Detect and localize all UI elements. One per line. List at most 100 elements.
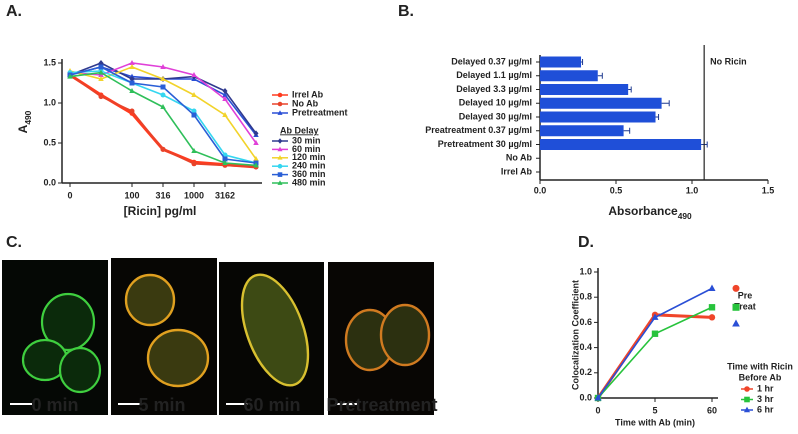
marker (222, 92, 228, 97)
legend-label: 120 min (292, 152, 326, 162)
marker (129, 88, 135, 93)
marker (191, 72, 197, 77)
marker (191, 92, 197, 97)
x-tick-label: 60 (707, 405, 717, 415)
error-bar (628, 86, 632, 93)
marker (191, 112, 197, 118)
marker (160, 64, 166, 69)
y-tick-label: Delayed 10 µg/ml (459, 98, 532, 108)
marker (277, 110, 283, 115)
legend-label: 60 min (292, 144, 321, 154)
error-bar (661, 100, 670, 107)
micrographs (2, 258, 434, 415)
y-tick-label: Delayed 30 µg/ml (459, 111, 532, 121)
error-bar (581, 59, 584, 65)
bar (540, 70, 598, 82)
x-tick-label: 1.5 (762, 185, 775, 195)
y-tick-label: 1.5 (43, 57, 56, 67)
y-tick-label: 0.0 (579, 392, 592, 402)
legend-label: 480 min (292, 177, 326, 187)
y-axis-title: A490 (16, 110, 33, 133)
x-axis-title: Time with Ab (min) (615, 417, 695, 427)
marker (191, 148, 197, 153)
marker (277, 146, 283, 152)
marker (253, 130, 259, 137)
panel-label: B. (398, 3, 414, 20)
marker (222, 112, 228, 117)
marker (708, 314, 716, 321)
marker (277, 101, 283, 107)
legend-label: 1 hr (757, 383, 774, 393)
series-line (596, 313, 713, 399)
marker (651, 313, 659, 320)
y-tick-label: 1.0 (43, 97, 56, 107)
legend-label: 6 hr (757, 404, 774, 414)
y-axis-title-sub: 490 (23, 110, 33, 124)
caption: 60 min (243, 395, 300, 415)
marker (651, 330, 659, 337)
marker (744, 396, 750, 403)
legend-label: 360 min (292, 169, 326, 179)
bar (540, 97, 662, 109)
marker (253, 162, 259, 168)
cells (21, 292, 102, 394)
caption: 0 min (31, 395, 78, 415)
y-axis-title: Colocalization Coefficient (570, 280, 580, 390)
x-tick-label: 1000 (184, 190, 204, 200)
x-axis-title: [Ricin] pg/ml (124, 204, 197, 218)
marker (129, 60, 135, 65)
x-tick-label: 5 (652, 405, 657, 415)
error-bar (597, 72, 603, 79)
marker (743, 406, 751, 413)
marker (708, 304, 716, 311)
marker (222, 88, 228, 94)
panel-label: C. (6, 234, 22, 251)
x-tick-label: 316 (155, 190, 170, 200)
reference-label: No Ricin (710, 56, 747, 66)
legend-label: 240 min (292, 161, 326, 171)
y-tick-label: Delayed 0.37 µg/ml (451, 56, 532, 66)
marker (732, 303, 740, 311)
y-axis-title-main: A (16, 124, 30, 133)
y-tick-label: Delayed 1.1 µg/ml (456, 70, 532, 80)
legend-title: Before Ab (739, 372, 782, 382)
marker (594, 394, 602, 401)
x-tick-label: 3162 (215, 190, 235, 200)
marker (191, 161, 197, 167)
y-tick-label: 0.0 (43, 177, 56, 187)
bar (540, 139, 702, 150)
marker (67, 73, 73, 79)
bar (540, 56, 582, 68)
panel-label: A. (6, 3, 22, 20)
legend-label: Irrel Ab (292, 89, 324, 99)
x-tick-label: 0 (67, 190, 72, 200)
marker (160, 92, 166, 98)
y-tick-label: 0.8 (579, 292, 592, 302)
cells (240, 273, 310, 387)
legend-label: Pretreatment (292, 107, 348, 117)
y-tick-label: 0.2 (579, 367, 592, 377)
x-axis-title-main: Absorbance (608, 204, 678, 218)
marker (277, 155, 283, 160)
marker (708, 284, 716, 291)
y-tick-label: 0.5 (43, 137, 56, 147)
pretreat-label: Pre (738, 290, 753, 300)
marker (744, 386, 750, 392)
marker (253, 140, 259, 145)
marker (160, 104, 166, 109)
marker (160, 76, 166, 81)
y-tick-label: 0.4 (579, 342, 592, 352)
marker (98, 69, 104, 75)
marker (129, 64, 135, 69)
bar (540, 111, 656, 123)
y-tick-label: Pretreatment 30 µg/ml (438, 139, 532, 149)
marker (98, 76, 104, 81)
y-tick-label: Irrel Ab (501, 166, 533, 176)
x-tick-label: 0 (595, 405, 600, 415)
series-line (597, 287, 713, 399)
y-tick-label: Preatreatment 0.37 µg/ml (425, 125, 532, 135)
marker (160, 146, 166, 152)
error-bar (655, 114, 660, 120)
legend-title: Ab Delay (280, 125, 319, 135)
